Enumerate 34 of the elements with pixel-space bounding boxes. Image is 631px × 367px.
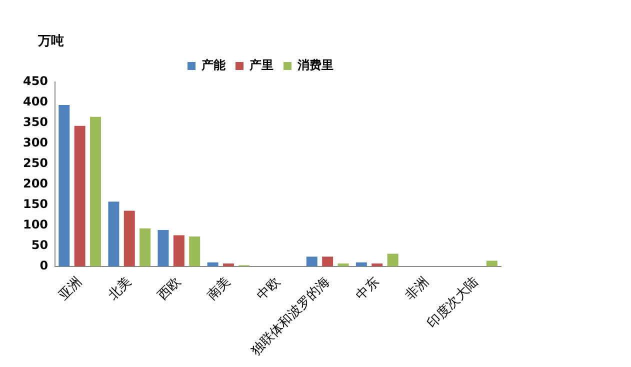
x-tick-label: 中东 — [352, 274, 382, 303]
bar — [58, 104, 70, 266]
bar — [90, 116, 102, 266]
x-tick-label: 非洲 — [402, 274, 432, 303]
bar — [158, 230, 169, 266]
y-axis-title: 万吨 — [38, 33, 64, 50]
x-tick-label: 中欧 — [254, 274, 283, 303]
x-tick-label: 南美 — [204, 274, 234, 303]
y-tick-label: 50 — [31, 238, 48, 252]
legend-label: 消费里 — [296, 58, 334, 72]
bar — [173, 235, 184, 266]
bar — [108, 202, 120, 266]
y-tick-label: 400 — [22, 94, 48, 109]
x-tick-label: 亚洲 — [55, 274, 84, 303]
y-tick-label: 250 — [22, 156, 48, 170]
bar — [74, 126, 86, 266]
bar — [124, 210, 135, 266]
legend-label: 产里 — [248, 58, 274, 72]
bar — [306, 256, 318, 266]
bar — [140, 228, 151, 266]
y-tick-label: 300 — [22, 136, 48, 150]
bar — [486, 260, 498, 266]
y-tick-label: 350 — [22, 115, 48, 130]
y-tick-label: 100 — [22, 218, 48, 232]
legend-label: 产能 — [200, 58, 226, 72]
x-tick-label: 西欧 — [154, 274, 184, 303]
y-tick-label: 450 — [22, 74, 48, 88]
bar — [387, 254, 398, 266]
y-tick-label: 0 — [40, 258, 48, 273]
x-tick-label: 北美 — [104, 274, 134, 303]
y-tick-label: 150 — [22, 197, 48, 212]
bar — [189, 236, 200, 266]
bar — [322, 256, 334, 266]
y-tick-label: 200 — [22, 176, 48, 191]
